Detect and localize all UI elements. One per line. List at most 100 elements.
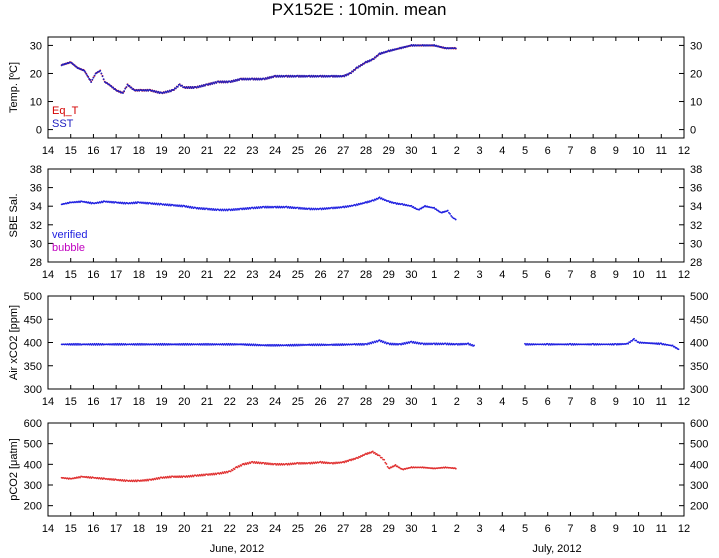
x-tick-label: 20 [178,523,190,535]
x-tick-label: 21 [201,396,213,408]
x-tick-label: 29 [383,396,395,408]
data-point [372,58,375,61]
data-point [321,74,324,77]
data-point [201,85,204,88]
data-point [366,453,368,456]
data-point [366,201,368,204]
x-tick-label: 7 [567,269,573,281]
data-point [418,208,421,211]
data-point [322,75,325,78]
data-point [181,84,183,87]
x-tick-label: 9 [613,396,619,408]
data-point [254,207,257,210]
x-tick-label: 2 [454,145,460,157]
data-point [203,207,205,210]
data-point [332,207,334,210]
y-axis-label: Air xCO2 [ppm] [8,305,20,380]
data-point [400,47,403,50]
data-point [244,77,247,80]
data-point [288,75,291,78]
x-tick-label: 6 [545,396,551,408]
x-tick-label: 5 [522,145,528,157]
x-tick-label: 16 [87,145,99,157]
data-point [286,75,289,78]
data-point [371,450,374,453]
data-point [372,342,375,344]
x-tick-label: 11 [656,145,667,157]
data-point [454,218,457,221]
y-tick-label-right: 500 [690,291,708,303]
data-point [180,204,183,207]
data-point [222,81,225,84]
panel-frame [47,295,685,390]
data-point [321,461,324,463]
data-point [245,463,248,466]
x-tick-label: 26 [314,396,326,408]
y-axis-label: Temp. [ºC] [8,62,20,113]
x-tick-label: 14 [42,269,54,281]
x-tick-label: 2 [454,523,460,535]
y-tick-label: 30 [30,40,42,52]
data-point [174,87,177,90]
data-point [209,83,211,86]
y-tick-label-right: 38 [690,164,702,176]
data-point [233,209,236,211]
x-tick-label: 10 [632,145,644,157]
data-point [319,74,322,77]
data-point [290,75,293,78]
data-point [345,206,348,209]
x-tick-label: 29 [383,269,395,281]
data-point [188,475,191,478]
data-point [289,74,292,77]
data-point [287,74,290,77]
data-point [376,340,379,343]
x-tick-label: 4 [499,145,505,157]
data-point [88,77,91,80]
data-point [272,76,274,79]
data-point [204,84,206,87]
data-point [253,461,256,463]
x-tick-label: 9 [613,269,619,281]
y-tick-label-right: 20 [690,68,702,80]
data-point [390,49,393,52]
x-tick-label: 27 [337,523,349,535]
data-point [378,339,381,342]
data-point [374,341,377,344]
data-point [211,473,214,476]
x-tick-label: 7 [567,145,573,157]
data-point [243,208,246,211]
data-point [300,75,302,78]
data-point [380,197,383,200]
x-tick-label: 21 [201,145,213,157]
data-point [297,75,300,78]
data-point [357,457,359,460]
data-point [169,90,172,93]
data-point [187,205,190,208]
y-tick-label: 350 [24,361,42,373]
data-point [388,467,391,470]
x-tick-label: 12 [678,269,690,281]
legend-entry: Eq_T [52,105,79,117]
data-point [264,462,267,464]
data-point [155,202,158,205]
x-tick-label: 14 [42,396,54,408]
data-point [375,453,378,455]
data-point [245,78,248,81]
data-point [268,77,270,80]
data-point [247,208,250,210]
data-point [406,342,409,345]
x-tick-label: 3 [477,269,483,281]
data-point [204,474,206,477]
data-point [100,72,103,75]
x-tick-label: 22 [224,145,236,157]
data-point [345,460,348,463]
data-point [356,204,359,206]
y-tick-label-right: 300 [690,384,708,396]
data-point [312,74,315,77]
data-point [101,75,104,78]
data-point [255,461,258,463]
y-tick-label-right: 200 [690,501,708,513]
data-point [384,341,387,344]
data-point [243,463,246,466]
